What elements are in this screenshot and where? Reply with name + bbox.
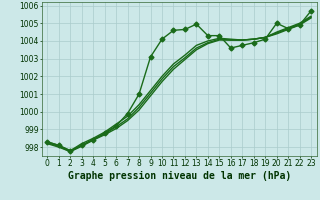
X-axis label: Graphe pression niveau de la mer (hPa): Graphe pression niveau de la mer (hPa) [68, 171, 291, 181]
